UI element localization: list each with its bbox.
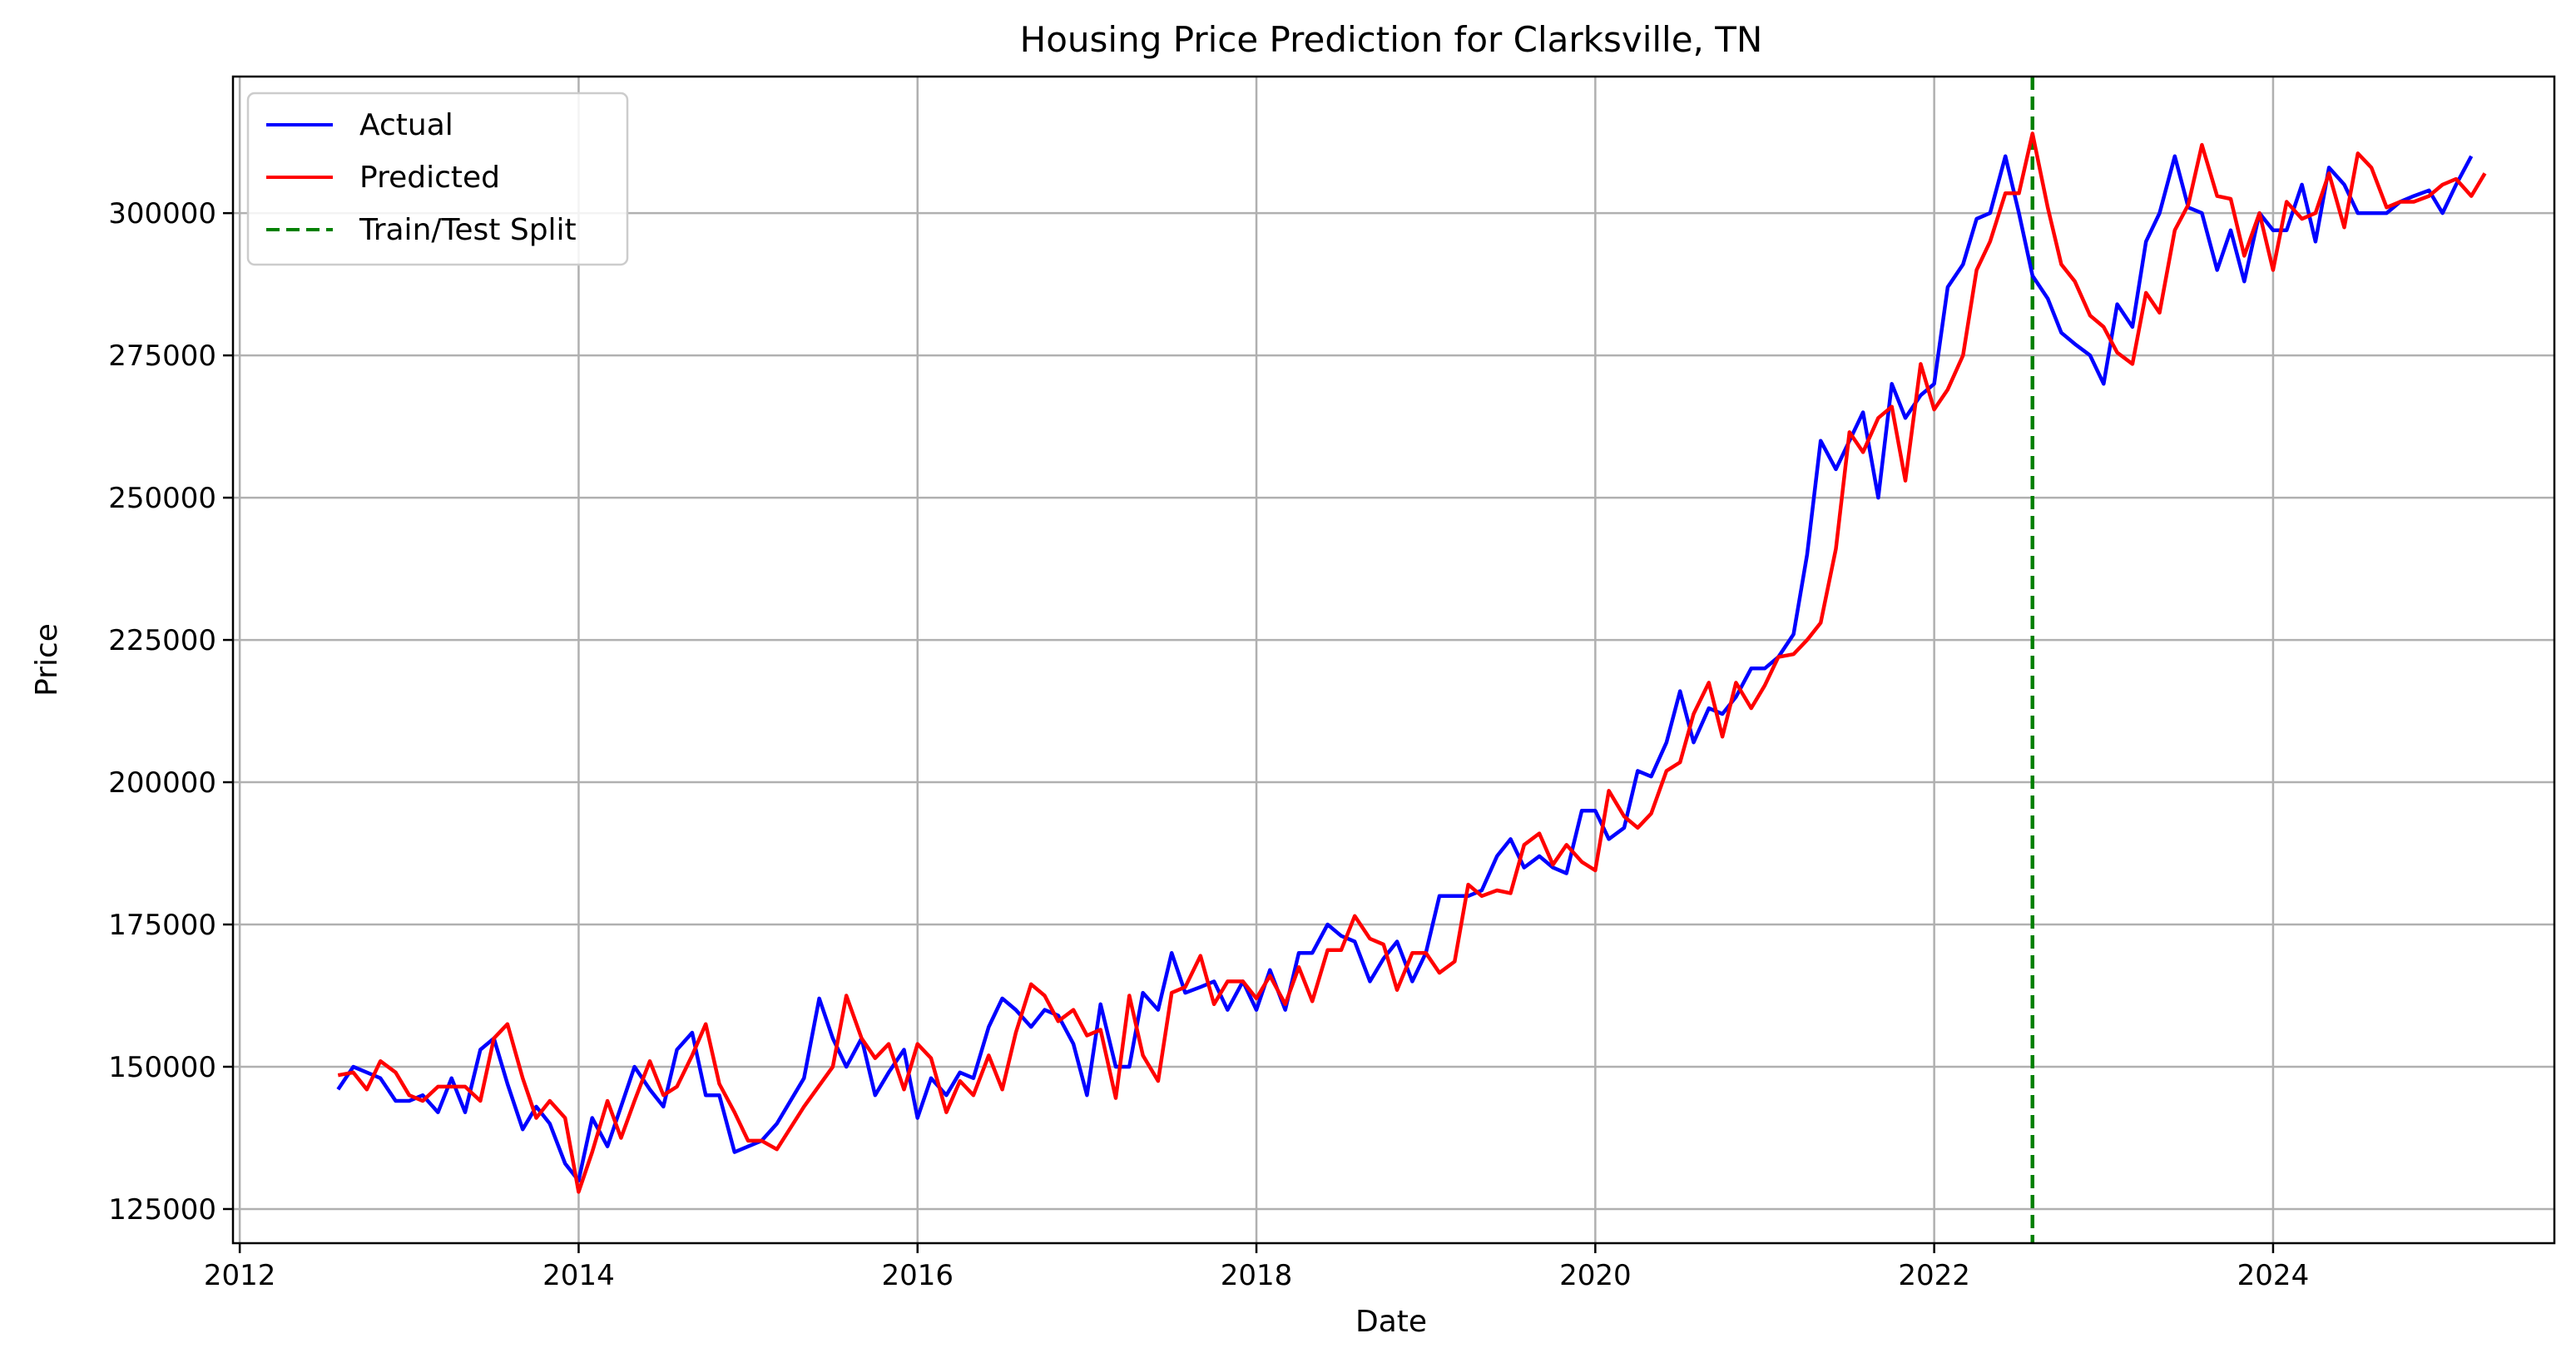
y-axis-label: Price [30, 623, 64, 696]
series-layer [336, 131, 2487, 1194]
x-axis-ticks: 2012 2014 2016 2018 2020 2022 2024 [204, 1243, 2309, 1292]
y-tick-label: 300000 [108, 197, 216, 230]
legend-label-split: Train/Test Split [359, 213, 577, 247]
legend-label-predicted: Predicted [359, 161, 500, 195]
x-tick-label: 2022 [1898, 1259, 1970, 1292]
x-tick-label: 2012 [204, 1259, 276, 1292]
series-line-actual [336, 154, 2474, 1183]
legend: Actual Predicted Train/Test Split [246, 92, 629, 266]
y-tick-label: 125000 [108, 1193, 216, 1227]
grid-lines [233, 77, 2554, 1243]
x-tick-label: 2016 [881, 1259, 954, 1292]
legend-label-actual: Actual [359, 108, 453, 142]
x-tick-label: 2018 [1221, 1259, 1293, 1292]
x-axis-label: Date [1355, 1305, 1427, 1339]
legend-box [246, 92, 629, 266]
x-tick-label: 2014 [542, 1259, 615, 1292]
y-axis-ticks: 125000 150000 175000 200000 225000 250000 2750… [108, 197, 233, 1227]
series-line-predicted [337, 131, 2487, 1194]
y-tick-label: 250000 [108, 482, 216, 515]
y-tick-label: 225000 [108, 624, 216, 657]
plot-frame [231, 75, 2556, 1245]
y-tick-label: 175000 [108, 909, 216, 942]
y-tick-label: 275000 [108, 340, 216, 373]
y-tick-label: 150000 [108, 1051, 216, 1084]
chart-title: Housing Price Prediction for Clarksville… [1020, 19, 1763, 60]
y-tick-label: 200000 [108, 766, 216, 800]
x-tick-label: 2020 [1559, 1259, 1632, 1292]
x-tick-label: 2024 [2237, 1259, 2310, 1292]
